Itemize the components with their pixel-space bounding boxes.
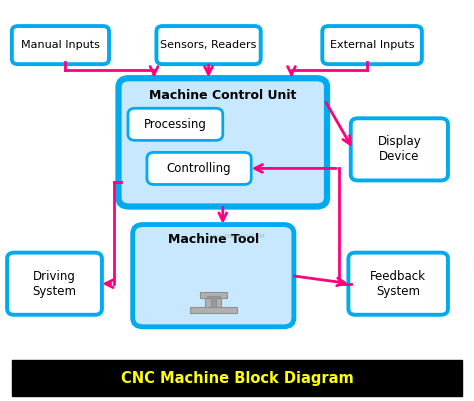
FancyBboxPatch shape bbox=[207, 296, 219, 298]
FancyBboxPatch shape bbox=[351, 118, 448, 180]
Text: www.thedesi.COM: www.thedesi.COM bbox=[209, 234, 265, 239]
FancyBboxPatch shape bbox=[348, 253, 448, 315]
FancyBboxPatch shape bbox=[12, 26, 109, 64]
FancyBboxPatch shape bbox=[322, 26, 422, 64]
FancyBboxPatch shape bbox=[156, 26, 261, 64]
Text: External Inputs: External Inputs bbox=[330, 40, 414, 50]
FancyBboxPatch shape bbox=[133, 225, 294, 327]
FancyBboxPatch shape bbox=[118, 78, 327, 207]
Text: Machine Tool: Machine Tool bbox=[168, 233, 259, 246]
Text: Feedback
System: Feedback System bbox=[370, 270, 426, 298]
Text: CNC Machine Block Diagram: CNC Machine Block Diagram bbox=[120, 371, 354, 386]
FancyBboxPatch shape bbox=[200, 292, 227, 298]
FancyBboxPatch shape bbox=[205, 298, 221, 307]
FancyBboxPatch shape bbox=[12, 360, 462, 396]
Text: Display
Device: Display Device bbox=[377, 136, 421, 163]
Text: Processing: Processing bbox=[144, 118, 207, 131]
Text: Manual Inputs: Manual Inputs bbox=[21, 40, 100, 50]
FancyBboxPatch shape bbox=[7, 253, 102, 315]
FancyBboxPatch shape bbox=[147, 152, 251, 184]
Text: Machine Control Unit: Machine Control Unit bbox=[149, 89, 296, 102]
Text: Sensors, Readers: Sensors, Readers bbox=[160, 40, 257, 50]
Text: Driving
System: Driving System bbox=[33, 270, 76, 298]
Text: Controlling: Controlling bbox=[167, 162, 231, 175]
FancyBboxPatch shape bbox=[128, 108, 223, 140]
FancyBboxPatch shape bbox=[210, 298, 216, 307]
FancyBboxPatch shape bbox=[190, 307, 237, 313]
